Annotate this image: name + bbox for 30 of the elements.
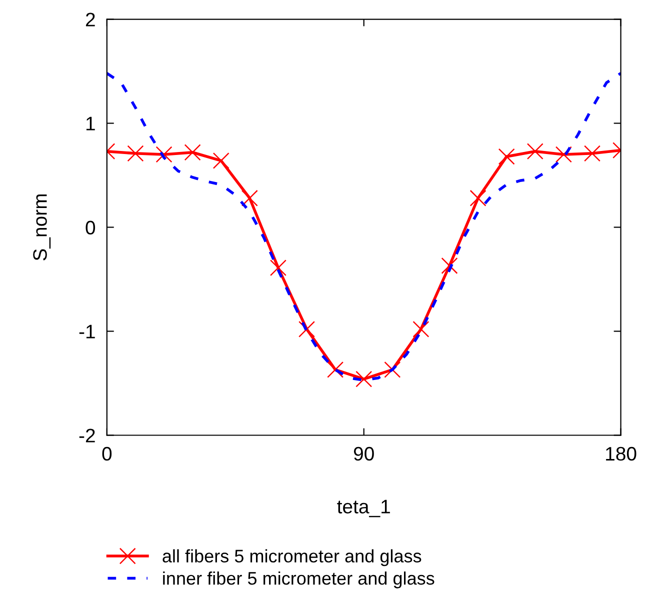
legend-label: inner fiber 5 micrometer and glass (163, 572, 434, 588)
y-axis-title: S_norm (33, 194, 51, 260)
point (356, 370, 372, 388)
point (270, 260, 286, 276)
line-series (106, 72, 621, 382)
x-axis-title: teta_1 (337, 500, 390, 518)
y-tick-label: 0 (86, 220, 96, 234)
point (555, 146, 572, 163)
x-tick-label: 180 (606, 446, 636, 461)
point (498, 148, 515, 165)
point (298, 320, 316, 338)
y-tick-label: 2 (86, 12, 95, 26)
point (212, 152, 230, 169)
point (156, 146, 172, 163)
y-tick-label: -2 (79, 428, 95, 442)
legend-label: all fibers 5 micrometer and glass (162, 549, 422, 566)
point (584, 145, 600, 162)
point (412, 320, 430, 338)
y-tick-label: -1 (79, 324, 95, 338)
y-tick-label: 1 (86, 116, 95, 130)
point (127, 145, 144, 162)
point (441, 257, 458, 274)
point (241, 190, 258, 206)
x-tick-label: 90 (354, 446, 374, 461)
point (470, 190, 486, 206)
point (384, 361, 401, 378)
point (327, 361, 344, 378)
point (184, 144, 201, 161)
point (526, 143, 544, 160)
x-tick-label: 0 (102, 446, 112, 461)
